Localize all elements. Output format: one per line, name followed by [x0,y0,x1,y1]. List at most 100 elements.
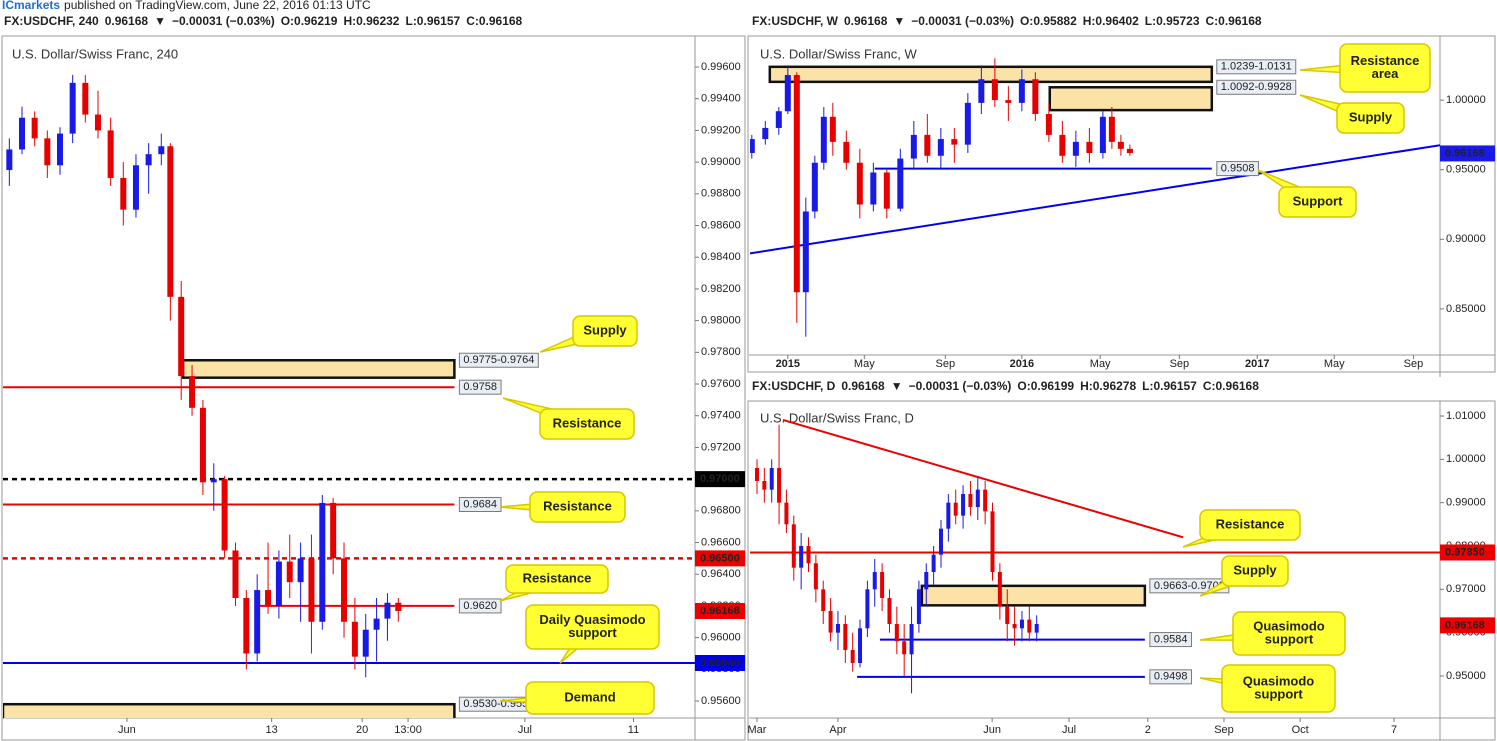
price-badge [695,550,745,567]
header-text: L:0.96157 [1142,379,1197,393]
candle-body [953,502,958,516]
callout-box [525,681,655,715]
x-tick-label: 2017 [1245,358,1269,370]
candle-body [120,177,127,210]
chart-title: U.S. Dollar/Swiss Franc, D [760,410,914,425]
callout-text: Supply [1233,562,1277,577]
panel-frame [1,35,746,741]
x-tick-label: Jul [518,724,532,736]
candle-body [791,524,796,568]
level-label-box [1149,632,1193,648]
plot-area: U.S. Dollar/Swiss Franc, W [750,46,1440,337]
candle-body [813,563,818,590]
candle-body [843,141,850,163]
candle-body [806,545,811,564]
x-tick-label: Sep [1214,724,1234,736]
candle-body [858,628,863,663]
x-tick-label: Mar [748,724,767,736]
candle-body [880,571,885,598]
candle-body [362,629,369,657]
x-tick-label: Sep [1404,358,1424,370]
y-tick-label: 1.00000 [1446,94,1486,106]
candle-body [1059,134,1066,156]
candle-body [297,558,304,583]
price-badge-label: 0.96168 [700,605,740,617]
header-text: −0.00031 (−0.03%) [909,379,1012,393]
callout-text: Quasimodo [1253,618,1325,633]
y-tick-label: 0.97600 [701,378,741,390]
price-badge-label: 0.97000 [700,473,740,485]
price-badge [1440,544,1495,561]
candle-body [351,621,358,657]
header-text: C:0.96168 [466,14,522,28]
callout-text: Support [1293,193,1343,208]
candle-body [1045,114,1052,135]
candle-body [983,489,988,512]
x-tick-label: Sep [936,358,956,370]
y-tick-label: 0.96800 [701,505,741,517]
candle-body [232,550,239,599]
candle-body [341,558,348,622]
candle-body [931,554,936,572]
candle-body [850,649,855,663]
candle-body [964,102,971,145]
x-tick-label: Sep [1170,358,1190,370]
x-tick-label: Jun [983,724,1001,736]
candle-body [167,146,174,297]
callout-box [1221,664,1336,713]
candle-body [856,162,863,205]
callout-text: Resistance [523,570,592,585]
header-text: O:0.96199 [1017,379,1074,393]
header-text: O:0.95882 [1020,14,1077,28]
candle-body [319,502,326,622]
callout-text: Demand [564,689,615,704]
candle-body [158,146,165,155]
candle-body [1108,116,1115,142]
candle-body [897,158,904,209]
candle-body [968,493,973,507]
level-label-box [458,352,539,368]
level-label-box [458,379,502,395]
candle-body [937,139,944,156]
candle-body [265,590,272,606]
chart-title: U.S. Dollar/Swiss Franc, W [760,46,917,61]
price-badge-label: 0.96168 [1445,619,1485,631]
candle-body [254,590,261,654]
y-tick-label: 0.97000 [1446,583,1486,595]
header-text: C:0.96168 [1206,14,1262,28]
header-text: 0.96168 [105,14,149,28]
candle-body [872,571,877,590]
brand-link[interactable]: ICmarkets [2,0,60,12]
panel-frame [747,35,1496,373]
candle-body [843,623,848,650]
plot-area: U.S. Dollar/Swiss Franc, 240 [3,46,695,718]
candle-body [793,75,800,293]
level-label: 0.9620 [463,600,497,612]
trendline [750,144,1440,255]
level-label-box [458,496,502,512]
x-tick-label: 11 [628,724,639,736]
trendline [782,418,1184,539]
x-tick-label: 2 [1145,724,1151,736]
y-tick-label: 0.98800 [701,188,741,200]
candle-body [909,623,914,655]
level-label: 1.0092-0.9928 [1221,81,1292,93]
price-badge [695,471,745,488]
callout-box [1336,102,1405,134]
zone [1048,86,1214,112]
header-text: ▼ [891,379,903,393]
candle-body [946,502,951,529]
level-label-box [1216,79,1297,95]
x-tick-label: May [854,358,875,370]
candle-body [820,116,827,163]
x-tick-label: 2016 [1010,358,1034,370]
level-label-box [1149,669,1193,685]
candle-body [951,139,958,145]
candle-body [82,82,89,115]
callout-text: Resistance [1351,53,1420,68]
zone [181,358,456,379]
x-tick-label: Oct [1292,724,1309,736]
candle-body [1019,619,1024,629]
candle-body [1072,141,1079,156]
